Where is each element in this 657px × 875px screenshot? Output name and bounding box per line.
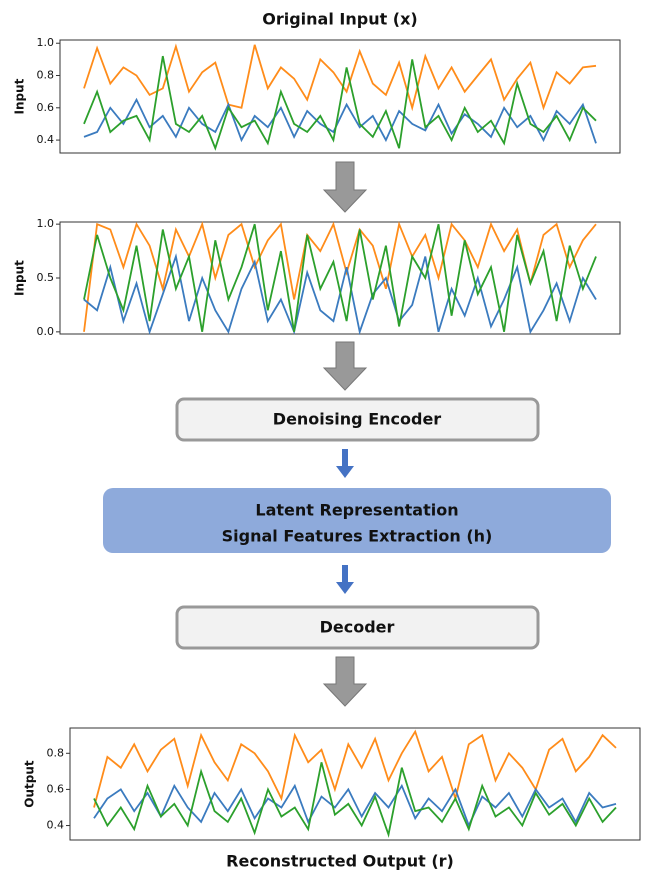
y-tick-label: 0.8 [37,69,55,82]
decoder-box [175,605,540,650]
y-tick-label: 0.4 [47,819,65,832]
y-tick-label: 1.0 [37,36,55,49]
box-label: Signal Features Extraction (h) [222,527,493,546]
y-tick-label: 0.6 [47,782,65,795]
y-tick-label: 0.6 [37,101,55,114]
gray-arrow [322,341,368,391]
gray-arrow [322,656,368,707]
box-label: Latent Representation [255,501,458,520]
latent-box [103,488,611,553]
series-line [93,783,617,828]
y-axis-label: Output [23,760,37,808]
y-axis-label: Input [13,78,27,114]
plot-frame [59,39,621,154]
chart-title: Original Input (x) [262,10,418,29]
blue-arrow [336,565,354,594]
series-line [83,55,597,151]
series-line [93,729,617,808]
box-label: Decoder [320,618,395,637]
box-label: Denoising Encoder [273,410,442,429]
arrows [322,161,368,707]
series-line [83,43,597,112]
encoder-box [175,397,540,442]
blue-arrow [336,449,354,478]
gray-arrow [322,161,368,213]
plot-frame [59,221,621,335]
y-tick-label: 0.5 [37,271,55,284]
y-tick-label: 1.0 [37,217,55,230]
y-tick-label: 0.4 [37,133,55,146]
y-tick-label: 0.0 [37,325,55,338]
series-line [93,762,617,838]
y-axis-label: Input [13,260,27,296]
series-line [83,223,597,332]
y-tick-label: 0.8 [47,746,65,759]
chart-title: Reconstructed Output (r) [226,852,454,871]
